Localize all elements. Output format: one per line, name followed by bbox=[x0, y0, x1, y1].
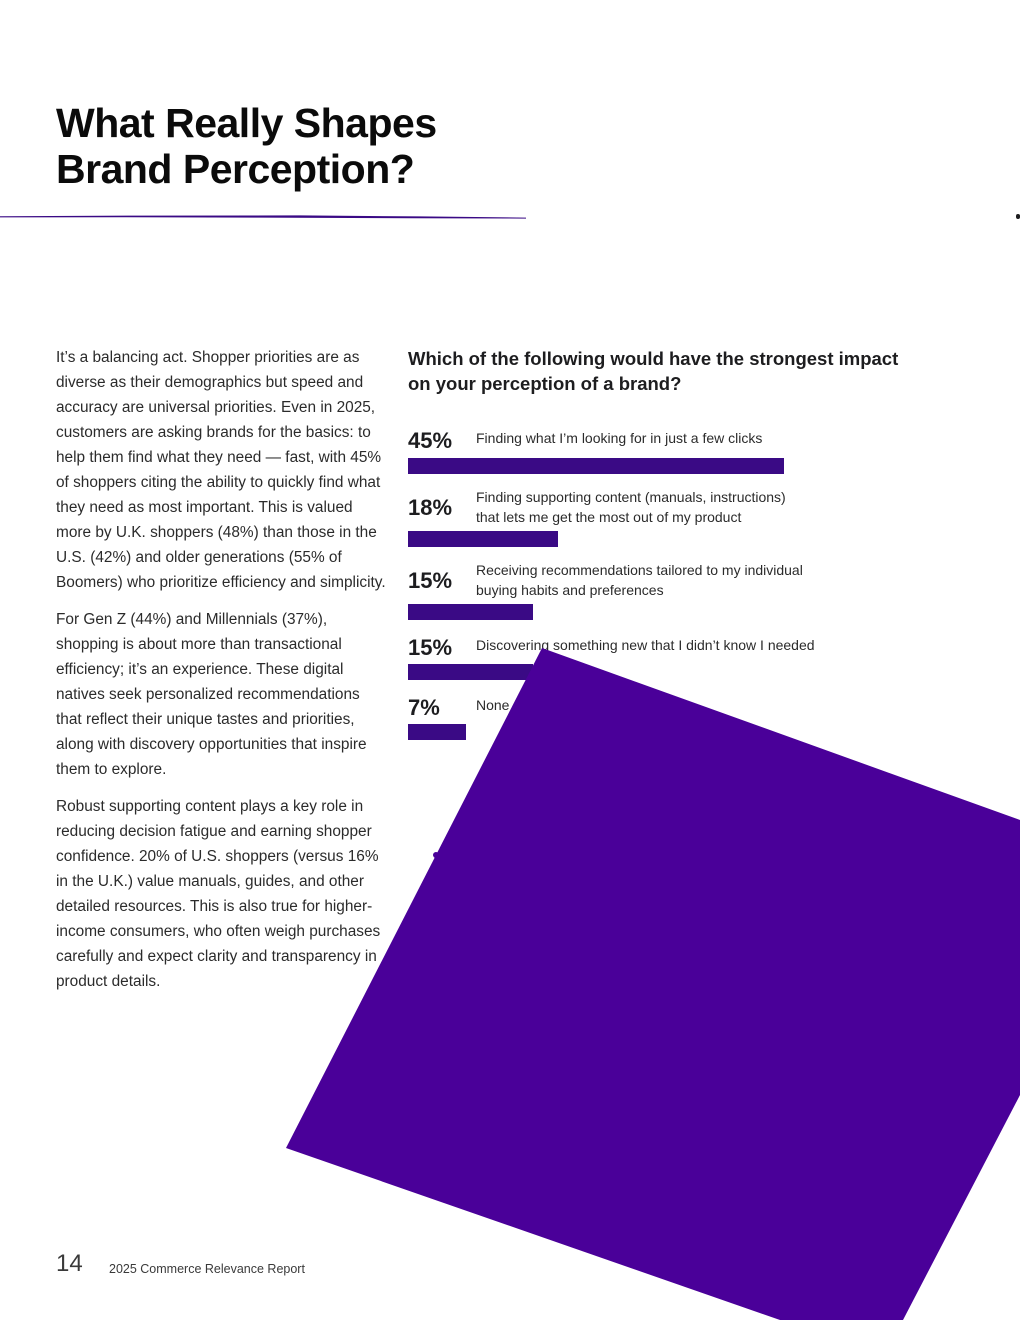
category-label-4: Discovering something new that I didn’t … bbox=[476, 635, 876, 655]
data-label-4: 15% bbox=[408, 635, 453, 660]
category-label-1: Finding what I’m looking for in just a f… bbox=[476, 428, 876, 448]
chart-title: Which of the following would have the st… bbox=[408, 346, 928, 396]
data-label-1: 45% bbox=[408, 428, 453, 453]
category-label-4-line-1: Discovering something new that I didn’t … bbox=[476, 637, 815, 653]
category-label-3: Receiving recommendations tailored to my… bbox=[476, 560, 876, 600]
bar-4 bbox=[408, 664, 533, 680]
bar-1 bbox=[408, 458, 784, 474]
category-label-5-line-1: None bbox=[476, 697, 510, 713]
category-label-2-line-2: that lets me get the most out of my prod… bbox=[476, 509, 742, 525]
page-title-line-1: What Really Shapes bbox=[56, 100, 437, 146]
page-title: What Really Shapes Brand Perception? bbox=[56, 100, 576, 192]
report-name: 2025 Commerce Relevance Report bbox=[109, 1262, 305, 1276]
bar-2 bbox=[408, 531, 558, 547]
page-number: 14 bbox=[56, 1250, 83, 1277]
category-label-2-line-1: Finding supporting content (manuals, ins… bbox=[476, 489, 786, 505]
body-text: It’s a balancing act. Shopper priorities… bbox=[56, 345, 386, 1006]
category-label-2: Finding supporting content (manuals, ins… bbox=[476, 487, 876, 527]
category-label-3-line-1: Receiving recommendations tailored to my… bbox=[476, 562, 803, 578]
title-underline-brush bbox=[0, 215, 526, 219]
bar-3 bbox=[408, 604, 533, 620]
edge-mark bbox=[1016, 214, 1020, 219]
category-label-1-line-1: Finding what I’m looking for in just a f… bbox=[476, 430, 763, 446]
body-paragraph-1: It’s a balancing act. Shopper priorities… bbox=[56, 349, 386, 591]
page-title-line-2: Brand Perception? bbox=[56, 146, 415, 192]
body-paragraph-3: Robust supporting content plays a key ro… bbox=[56, 798, 381, 990]
data-label-3: 15% bbox=[408, 568, 453, 593]
data-label-2: 18% bbox=[408, 495, 453, 520]
category-label-3-line-2: buying habits and preferences bbox=[476, 582, 664, 598]
chart-title-line-1: Which of the following would have the st… bbox=[408, 348, 899, 369]
chart-title-line-2: on your perception of a brand? bbox=[408, 373, 682, 394]
category-label-5: None bbox=[476, 695, 876, 715]
bar-5 bbox=[408, 724, 466, 740]
body-paragraph-2: For Gen Z (44%) and Millennials (37%), s… bbox=[56, 611, 367, 778]
data-label-5: 7% bbox=[408, 695, 440, 720]
